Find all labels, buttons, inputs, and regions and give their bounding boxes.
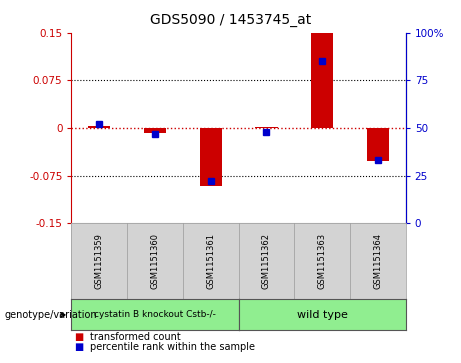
Bar (311, 33, 333, 128)
Text: cystatin B knockout Cstb-/-: cystatin B knockout Cstb-/- (94, 310, 216, 319)
Text: ■: ■ (74, 342, 83, 352)
Text: GSM1151361: GSM1151361 (206, 233, 215, 289)
Text: GSM1151363: GSM1151363 (318, 233, 327, 289)
Bar (88, 126, 111, 128)
Text: ■: ■ (74, 331, 83, 342)
Text: percentile rank within the sample: percentile rank within the sample (90, 342, 255, 352)
Text: GSM1151362: GSM1151362 (262, 233, 271, 289)
Text: GDS5090 / 1453745_at: GDS5090 / 1453745_at (150, 13, 311, 27)
Bar (200, 128, 222, 187)
Text: GSM1151359: GSM1151359 (95, 233, 104, 289)
Bar (144, 128, 166, 133)
Text: GSM1151360: GSM1151360 (150, 233, 160, 289)
Text: transformed count: transformed count (90, 331, 181, 342)
Bar (366, 128, 389, 161)
Bar (255, 127, 278, 128)
Text: GSM1151364: GSM1151364 (373, 233, 382, 289)
Text: genotype/variation: genotype/variation (5, 310, 97, 320)
Text: wild type: wild type (297, 310, 348, 320)
